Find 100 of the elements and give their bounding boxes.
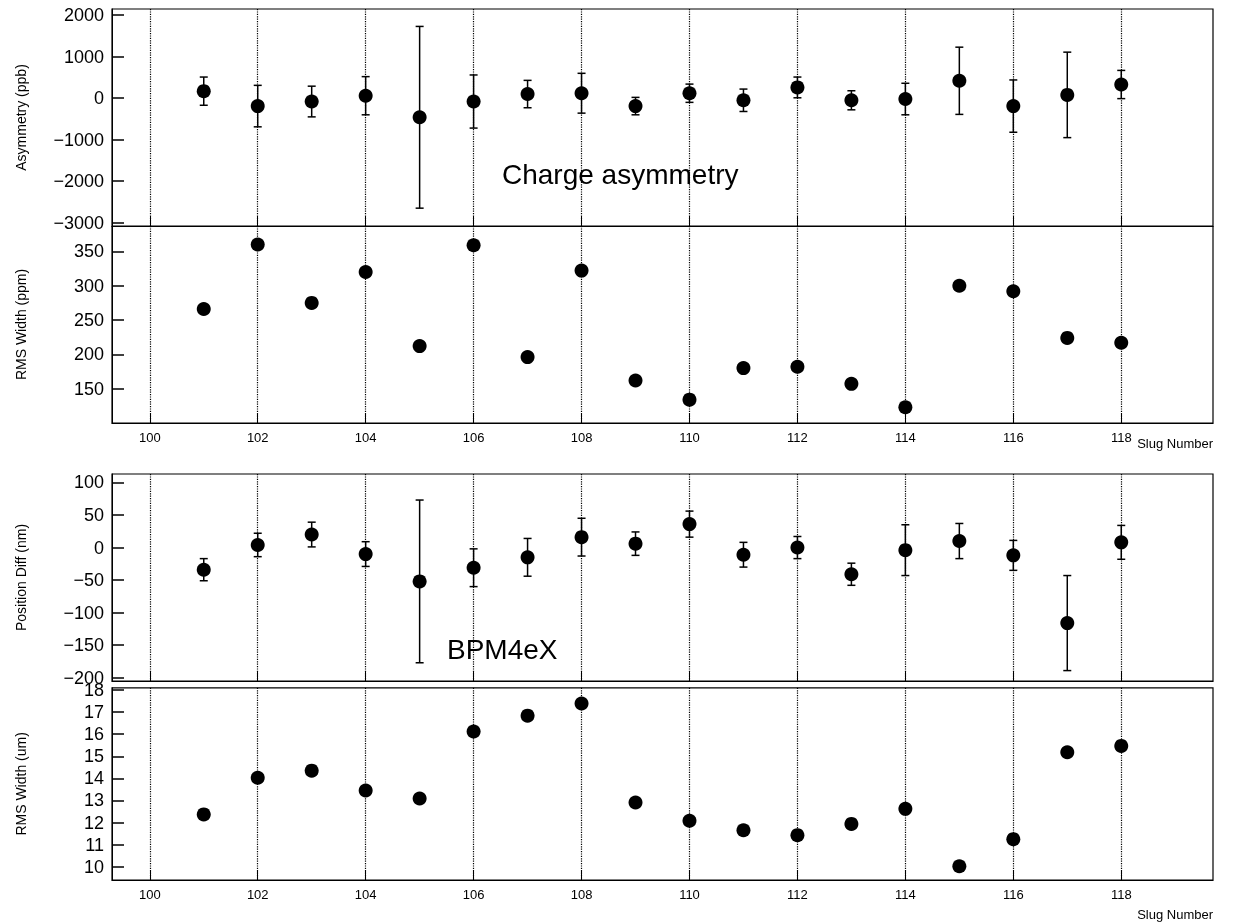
x-tick-label: 102	[246, 887, 269, 902]
y-tick-label: 250	[73, 310, 104, 331]
point	[412, 110, 427, 125]
x-tick-label: 106	[462, 887, 485, 902]
y-tick-label: 17	[83, 702, 104, 723]
point	[574, 530, 589, 545]
annotation: BPM4eX	[447, 633, 558, 665]
y-tick-label: 13	[83, 790, 104, 811]
x-tick-label: 116	[1002, 430, 1024, 445]
point	[574, 263, 589, 278]
point	[898, 543, 913, 558]
point	[196, 302, 211, 317]
y-axis-title: Position Diff (nm)	[13, 523, 29, 632]
point	[196, 562, 211, 577]
point	[574, 696, 589, 711]
point	[628, 536, 643, 551]
x-tick-label: 116	[1002, 887, 1024, 902]
point	[304, 295, 319, 310]
point	[466, 94, 481, 109]
point	[952, 859, 967, 874]
x-tick-label: 106	[462, 430, 485, 445]
point	[1114, 535, 1129, 550]
point	[952, 534, 967, 549]
point	[304, 94, 319, 109]
x-tick-label: 108	[570, 430, 593, 445]
point	[250, 770, 265, 785]
x-tick-label: 110	[679, 887, 700, 902]
point	[574, 86, 589, 101]
y-axis-title: RMS Width (ppm)	[13, 268, 29, 381]
point	[250, 99, 265, 114]
x-axis-title: Slug Number	[1137, 436, 1214, 451]
point	[844, 567, 859, 582]
y-tick-label: 14	[83, 768, 104, 789]
point	[682, 517, 697, 532]
point	[952, 73, 967, 88]
point	[520, 87, 535, 102]
y-tick-label: 16	[83, 724, 104, 745]
x-tick-label: 104	[354, 887, 377, 902]
x-tick-label: 114	[895, 887, 916, 902]
point	[358, 88, 373, 103]
point	[790, 359, 805, 374]
point	[358, 547, 373, 562]
point	[1060, 330, 1075, 345]
y-tick-label: 100	[73, 472, 104, 493]
y-tick-label: 1000	[63, 46, 104, 67]
annotation: Charge asymmetry	[502, 158, 739, 190]
point	[844, 816, 859, 831]
point	[790, 828, 805, 843]
x-tick-label: 112	[787, 430, 808, 445]
point	[250, 237, 265, 252]
point	[682, 392, 697, 407]
y-tick-label: 15	[83, 746, 104, 767]
y-tick-label: 0	[93, 537, 104, 558]
x-tick-label: 118	[1110, 430, 1132, 445]
x-tick-label: 100	[138, 430, 161, 445]
point	[250, 537, 265, 552]
y-tick-label: −3000	[53, 212, 104, 233]
point	[844, 376, 859, 391]
point	[304, 763, 319, 778]
y-tick-label: 300	[73, 275, 104, 296]
y-tick-label: 0	[93, 88, 104, 109]
point	[358, 264, 373, 279]
point	[1114, 335, 1129, 350]
point	[1060, 87, 1075, 102]
y-tick-label: −100	[63, 602, 104, 623]
x-tick-label: 104	[354, 430, 377, 445]
y-tick-label: 10	[83, 856, 104, 877]
point	[412, 339, 427, 354]
point	[898, 801, 913, 816]
point	[898, 400, 913, 415]
point	[844, 93, 859, 108]
point	[1060, 616, 1075, 631]
point	[196, 807, 211, 822]
y-tick-label: 2000	[63, 5, 104, 26]
point	[628, 795, 643, 810]
point	[736, 93, 751, 108]
point	[1006, 284, 1021, 299]
point	[628, 373, 643, 388]
point	[466, 724, 481, 739]
point	[466, 238, 481, 253]
point	[412, 791, 427, 806]
point	[736, 547, 751, 562]
x-tick-label: 114	[895, 430, 916, 445]
point	[682, 813, 697, 828]
y-tick-label: 150	[73, 378, 104, 399]
point	[520, 708, 535, 723]
y-tick-label: 11	[85, 834, 104, 855]
y-tick-label: 200	[73, 344, 104, 365]
y-tick-label: −1000	[53, 129, 104, 150]
point	[196, 84, 211, 99]
x-tick-label: 108	[570, 887, 593, 902]
y-tick-label: 50	[83, 505, 104, 526]
y-tick-label: −150	[63, 635, 104, 656]
y-tick-label: 350	[73, 241, 104, 262]
point	[1060, 745, 1075, 760]
y-axis-title: RMS Width (um)	[13, 732, 29, 836]
x-tick-label: 112	[787, 887, 808, 902]
point	[358, 783, 373, 798]
point	[520, 550, 535, 565]
x-tick-label: 102	[246, 430, 269, 445]
